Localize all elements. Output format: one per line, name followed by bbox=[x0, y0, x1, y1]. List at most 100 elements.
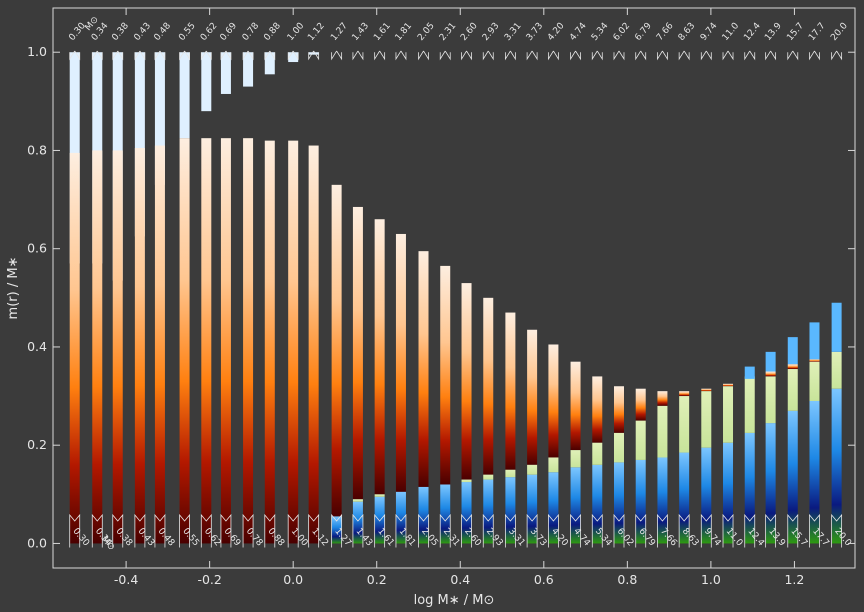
star-column bbox=[483, 297, 494, 544]
star-column bbox=[744, 366, 755, 544]
star-column bbox=[635, 388, 646, 544]
top-connector bbox=[313, 50, 320, 61]
star-column bbox=[701, 388, 712, 544]
bottom-connector bbox=[395, 513, 407, 548]
top-connector bbox=[374, 50, 380, 61]
mass-label-top: 2.05 bbox=[416, 21, 437, 43]
star-column bbox=[112, 52, 123, 544]
bottom-connector bbox=[635, 513, 647, 548]
convective-core-bar bbox=[374, 496, 385, 544]
convective-core-bar bbox=[331, 516, 342, 544]
top-connector bbox=[242, 50, 249, 61]
bottom-connector bbox=[809, 513, 820, 548]
top-connector bbox=[357, 50, 364, 61]
top-connector bbox=[548, 50, 554, 61]
bottom-connector bbox=[526, 513, 538, 548]
top-connector bbox=[613, 50, 620, 61]
convective-core-bar bbox=[440, 484, 451, 544]
core-shell-bar bbox=[527, 464, 538, 475]
top-connector bbox=[787, 50, 794, 61]
mass-label-top: 4.74 bbox=[568, 21, 589, 43]
radiative-zone-bar bbox=[809, 359, 820, 362]
top-connector bbox=[159, 50, 166, 61]
top-connector bbox=[269, 50, 276, 61]
bottom-connector bbox=[331, 513, 343, 548]
top-connector bbox=[466, 50, 472, 61]
mass-label-top: 0.43 bbox=[133, 21, 154, 43]
bottom-connector bbox=[91, 513, 103, 548]
radiative-zone-bar bbox=[395, 233, 406, 492]
top-connector bbox=[184, 50, 190, 61]
bottom-connector bbox=[461, 513, 472, 548]
top-connector bbox=[139, 50, 146, 61]
bottom-connector bbox=[765, 513, 777, 548]
star-column bbox=[440, 265, 451, 544]
top-connector bbox=[112, 50, 119, 61]
mass-label-top: 6.79 bbox=[633, 21, 654, 43]
bottom-connector bbox=[134, 513, 146, 548]
core-shell-bar bbox=[483, 474, 494, 480]
bottom-connector bbox=[112, 513, 124, 548]
bottom-connector bbox=[287, 513, 299, 548]
outer-shell-bar bbox=[831, 302, 842, 352]
plot-frame bbox=[52, 7, 856, 569]
top-connector bbox=[705, 50, 712, 61]
convective-core-bar bbox=[418, 486, 429, 544]
radiative-zone-bar bbox=[635, 388, 646, 421]
top-connector bbox=[591, 50, 598, 61]
mass-label-top: 0.78 bbox=[241, 21, 262, 43]
mass-label-top: 1.43 bbox=[351, 21, 372, 43]
convective-envelope-bar bbox=[134, 52, 145, 237]
y-tick-label: 1.0 bbox=[27, 44, 47, 59]
y-tick-label: 0.2 bbox=[27, 437, 47, 452]
top-connector bbox=[618, 50, 625, 61]
mass-label-top: 2.60 bbox=[459, 21, 480, 43]
radiative-zone-bar bbox=[179, 138, 190, 544]
star-column bbox=[809, 322, 820, 544]
convective-envelope-bar bbox=[154, 52, 165, 185]
top-connector bbox=[154, 50, 161, 61]
star-column bbox=[201, 52, 212, 544]
star-column bbox=[395, 233, 406, 544]
star-column bbox=[765, 351, 776, 544]
top-connector bbox=[444, 50, 451, 61]
mass-label-top: 4.20 bbox=[546, 21, 567, 43]
core-shell-bar bbox=[374, 494, 385, 497]
mass-label-top: 2.93 bbox=[481, 21, 502, 43]
convective-core-bar bbox=[352, 501, 363, 544]
top-connector bbox=[657, 50, 663, 61]
star-column bbox=[69, 52, 80, 544]
top-connector bbox=[439, 50, 446, 61]
x-tick-label: 1.2 bbox=[784, 572, 804, 587]
bottom-connector bbox=[179, 513, 190, 548]
convective-core-bar bbox=[505, 477, 516, 544]
radiative-zone-bar bbox=[787, 364, 798, 370]
top-connector bbox=[292, 50, 299, 61]
convective-core-bar bbox=[483, 479, 494, 544]
bottom-connector bbox=[439, 513, 451, 548]
convective-envelope-bar bbox=[264, 52, 275, 75]
star-column bbox=[243, 52, 254, 544]
bottom-connector bbox=[722, 513, 734, 548]
top-connector bbox=[596, 50, 603, 61]
star-column bbox=[418, 251, 429, 544]
x-tick-label: 1.0 bbox=[701, 572, 721, 587]
convective-core-bar bbox=[592, 464, 603, 544]
core-shell-bar bbox=[635, 420, 646, 460]
radiative-zone-bar bbox=[483, 297, 494, 475]
convective-envelope-bar bbox=[308, 52, 319, 55]
bottom-connector bbox=[154, 513, 166, 548]
core-shell-bar bbox=[352, 499, 363, 502]
top-connector bbox=[635, 50, 642, 61]
convective-core-bar bbox=[765, 423, 776, 544]
star-column bbox=[461, 283, 472, 544]
top-connector bbox=[809, 50, 815, 61]
top-connector bbox=[74, 50, 81, 61]
bottom-connector bbox=[200, 513, 212, 548]
core-shell-bar bbox=[461, 479, 472, 483]
mass-label-top: 3.31 bbox=[503, 21, 524, 43]
top-connector bbox=[727, 50, 734, 61]
top-connector bbox=[814, 50, 820, 61]
mass-label-top: 1.00 bbox=[286, 21, 307, 43]
radiative-zone-bar bbox=[657, 391, 668, 406]
